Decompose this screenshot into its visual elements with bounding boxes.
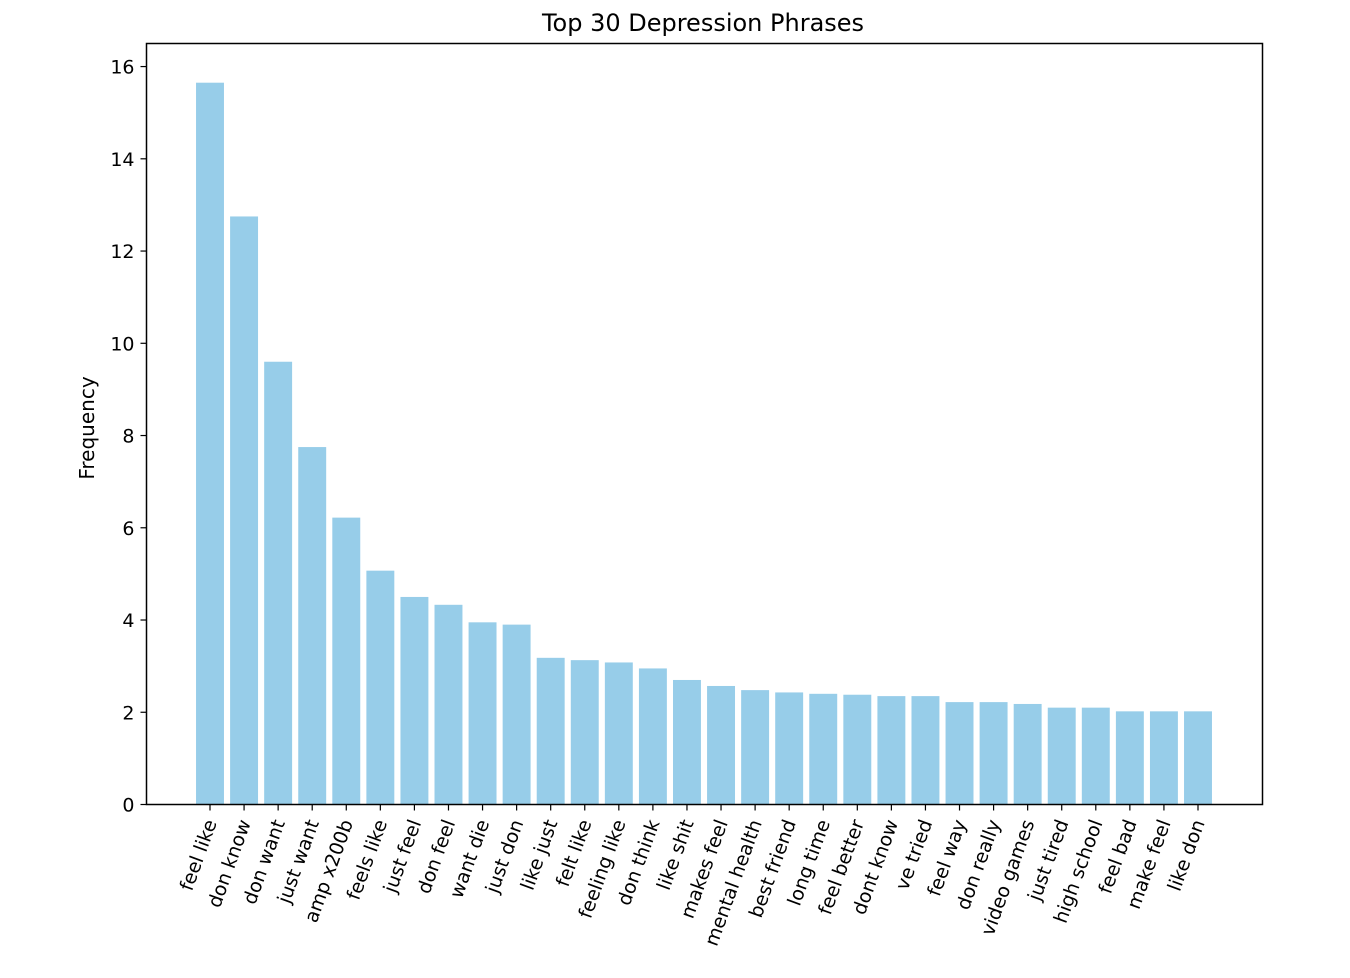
y-tick-label: 6	[122, 518, 134, 540]
y-tick-label: 8	[122, 426, 134, 448]
bar	[1184, 711, 1212, 805]
y-tick-label: 0	[122, 795, 134, 817]
bar	[843, 694, 872, 805]
bar	[911, 696, 940, 805]
y-tick-label: 12	[110, 241, 134, 263]
bar	[400, 596, 429, 805]
bar	[809, 693, 838, 805]
bar	[570, 660, 599, 805]
chart-title: Top 30 Depression Phrases	[541, 9, 864, 37]
bar	[1013, 703, 1042, 805]
bar	[536, 657, 565, 805]
bar	[1081, 707, 1110, 805]
bar	[332, 517, 361, 805]
bar	[707, 685, 736, 805]
bar	[1149, 711, 1178, 805]
bar	[945, 702, 974, 805]
bar	[468, 622, 497, 805]
bar	[230, 216, 259, 805]
y-tick-label: 14	[110, 149, 134, 171]
y-tick-label: 4	[122, 610, 134, 632]
y-tick-label: 2	[122, 702, 134, 724]
bar	[1115, 711, 1144, 805]
bar	[196, 82, 224, 805]
bar	[502, 624, 531, 805]
bar	[264, 361, 293, 805]
bars-group	[196, 82, 1212, 805]
bar	[604, 662, 633, 805]
bar	[775, 692, 804, 805]
bar	[741, 690, 770, 805]
bar	[979, 702, 1008, 805]
bar	[877, 696, 906, 805]
y-axis-label: Frequency	[75, 376, 99, 479]
plot-frame	[145, 42, 1264, 806]
bar	[366, 570, 395, 805]
bar	[673, 679, 701, 805]
bar	[298, 447, 327, 805]
y-tick-label: 16	[110, 57, 134, 79]
bar	[638, 668, 667, 805]
bar	[434, 604, 463, 805]
y-axis: 0 2 4 6 8 10 12 14 16	[110, 57, 147, 817]
bar	[1047, 707, 1076, 805]
y-tick-label: 10	[110, 333, 134, 355]
